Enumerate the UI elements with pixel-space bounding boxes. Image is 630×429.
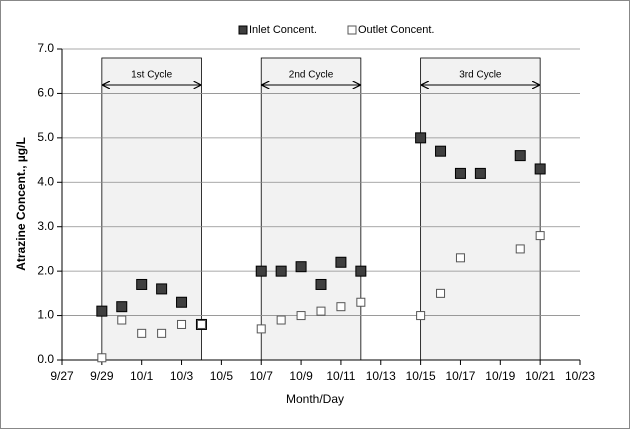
point <box>335 256 347 268</box>
x-tick-label: 10/17 <box>445 369 475 383</box>
point <box>117 315 127 325</box>
point <box>156 283 168 295</box>
x-tick-label: 10/5 <box>210 369 234 383</box>
point <box>415 132 427 144</box>
x-tick-label: 10/15 <box>406 369 436 383</box>
y-tick-label: 4.0 <box>37 174 54 188</box>
x-tick-label: 10/11 <box>326 369 355 383</box>
point <box>137 328 147 338</box>
point <box>436 288 446 298</box>
point <box>136 278 148 290</box>
x-tick-label: 10/23 <box>565 369 595 383</box>
cycle-label: 2nd Cycle <box>289 70 334 81</box>
legend-marker <box>347 25 357 35</box>
cycle-label: 3rd Cycle <box>459 70 502 81</box>
x-axis-title: Month/Day <box>286 392 344 406</box>
point <box>355 265 367 277</box>
x-tick-label: 9/29 <box>90 369 114 383</box>
y-axis-title: Atrazine Concent., µg/L <box>14 137 28 271</box>
point <box>315 278 327 290</box>
legend-label: Outlet Concent. <box>358 24 434 36</box>
point <box>435 145 447 157</box>
x-tick-label: 10/13 <box>366 369 396 383</box>
x-tick-label: 10/9 <box>289 369 313 383</box>
y-tick-label: 6.0 <box>37 86 54 100</box>
point <box>96 305 108 317</box>
cycle-box <box>420 57 541 361</box>
point <box>455 253 465 263</box>
point <box>275 265 287 277</box>
point <box>535 231 545 241</box>
point <box>534 163 546 175</box>
x-tick-label: 10/3 <box>170 369 194 383</box>
point <box>176 296 188 308</box>
cycle-box <box>260 57 362 361</box>
y-tick-label: 7.0 <box>37 41 54 55</box>
y-tick-label: 1.0 <box>37 308 54 322</box>
cycle-box <box>101 57 202 361</box>
point <box>356 297 366 307</box>
y-tick-label: 2.0 <box>37 263 54 277</box>
legend-marker <box>238 25 248 35</box>
point <box>416 311 426 321</box>
x-tick-label: 10/19 <box>485 369 515 383</box>
point <box>316 306 326 316</box>
cycle-label: 1st Cycle <box>131 70 173 81</box>
point <box>514 150 526 162</box>
x-tick-label: 10/1 <box>130 369 154 383</box>
y-tick-label: 5.0 <box>37 130 54 144</box>
point <box>255 265 267 277</box>
point <box>276 315 286 325</box>
x-tick-label: 9/27 <box>50 369 74 383</box>
point <box>196 319 206 329</box>
x-tick-label: 10/7 <box>250 369 274 383</box>
point <box>474 167 486 179</box>
y-tick-label: 0.0 <box>37 352 54 366</box>
point <box>296 311 306 321</box>
point <box>454 167 466 179</box>
point <box>515 244 525 254</box>
point <box>116 301 128 313</box>
y-tick-label: 3.0 <box>37 219 54 233</box>
point <box>295 261 307 273</box>
point <box>97 353 107 363</box>
legend-label: Inlet Concent. <box>249 24 317 36</box>
x-tick-label: 10/21 <box>525 369 555 383</box>
point <box>177 319 187 329</box>
point <box>157 328 167 338</box>
point <box>256 324 266 334</box>
point <box>336 302 346 312</box>
